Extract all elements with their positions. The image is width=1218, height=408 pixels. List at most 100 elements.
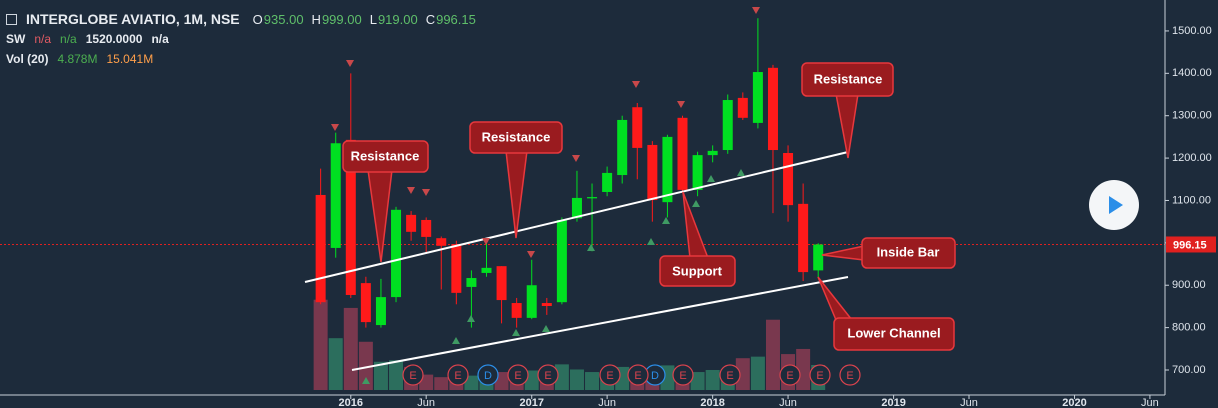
- volume-bar: [569, 369, 584, 390]
- event[interactable]: D: [477, 364, 499, 386]
- play-button[interactable]: [1089, 180, 1139, 230]
- marker: [422, 189, 430, 196]
- callout: Support: [659, 191, 736, 287]
- candle-body: [391, 209, 402, 298]
- callout: Resistance: [469, 121, 563, 239]
- event[interactable]: E: [627, 364, 649, 386]
- marker: [707, 175, 715, 182]
- indicator-row: SW n/a n/a 1520.0000 n/a: [6, 29, 476, 49]
- fractal-up-markers: [362, 169, 745, 384]
- candle-body: [481, 267, 492, 273]
- marker: [331, 124, 339, 131]
- event[interactable]: E: [839, 364, 861, 386]
- event-label: D: [651, 370, 659, 382]
- x-tick-label: 2016: [339, 397, 363, 408]
- event[interactable]: E: [507, 364, 529, 386]
- y-tick-label: 1200.00: [1172, 152, 1212, 164]
- event-label: D: [484, 370, 492, 382]
- event-label: E: [409, 370, 416, 382]
- callout-label: Inside Bar: [877, 244, 940, 259]
- candle-body: [632, 107, 643, 148]
- volume-bar: [554, 364, 569, 390]
- candle-body: [707, 150, 718, 156]
- ohlc-key: L: [369, 11, 377, 27]
- event[interactable]: E: [599, 364, 621, 386]
- event-label: E: [846, 370, 853, 382]
- ohlc-values: O935.00 H999.00 L919.00 C996.15: [253, 12, 476, 27]
- event[interactable]: E: [779, 364, 801, 386]
- event-label: E: [606, 370, 613, 382]
- callout-box: [659, 255, 736, 287]
- x-tick-label: 2020: [1062, 397, 1086, 408]
- marker: [512, 329, 520, 336]
- event-label: E: [454, 370, 461, 382]
- x-tick-label: 2018: [700, 397, 724, 408]
- candle-body: [541, 303, 552, 306]
- price-tag: [1166, 236, 1216, 253]
- candle-body: [496, 266, 507, 301]
- candle-body: [647, 144, 658, 201]
- legend-header: INTERGLOBE AVIATIO, 1M, NSE O935.00 H999.…: [6, 9, 476, 69]
- candle-body: [466, 278, 477, 287]
- candle-body: [375, 297, 386, 326]
- candle-body: [436, 238, 447, 246]
- event-label: E: [726, 370, 733, 382]
- event[interactable]: E: [402, 364, 424, 386]
- event-label: E: [514, 370, 521, 382]
- event[interactable]: E: [537, 364, 559, 386]
- marker: [572, 155, 580, 162]
- marker: [737, 169, 745, 176]
- candle-body: [662, 136, 673, 203]
- callout-label: Resistance: [351, 148, 420, 163]
- event[interactable]: E: [672, 364, 694, 386]
- candle-body: [587, 197, 598, 199]
- marker: [407, 187, 415, 194]
- x-tick-label: Jun: [779, 397, 797, 408]
- volume-bar: [690, 372, 705, 390]
- volume-bar: [765, 319, 780, 390]
- y-tick-label: 800.00: [1172, 322, 1206, 334]
- volume-bar: [735, 358, 750, 390]
- callout-label: Support: [672, 263, 722, 278]
- callout: Inside Bar: [821, 237, 956, 269]
- y-tick-label: 700.00: [1172, 364, 1206, 376]
- marker: [647, 238, 655, 245]
- indicator-name: SW: [6, 32, 26, 46]
- event[interactable]: E: [447, 364, 469, 386]
- y-tick-label: 1300.00: [1172, 110, 1212, 122]
- candle-body: [783, 152, 794, 206]
- marker: [692, 200, 700, 207]
- title-row: INTERGLOBE AVIATIO, 1M, NSE O935.00 H999.…: [6, 9, 476, 29]
- y-tick-label: 1400.00: [1172, 67, 1212, 79]
- indicator-value: 4.878M: [57, 52, 98, 66]
- candle-body: [556, 219, 567, 303]
- callout: Resistance: [801, 62, 894, 159]
- y-tick-label: 900.00: [1172, 279, 1206, 291]
- collapse-toggle[interactable]: [6, 13, 17, 25]
- event[interactable]: E: [719, 364, 741, 386]
- event-label: E: [816, 370, 823, 382]
- candle-body: [813, 244, 824, 271]
- callout-label: Lower Channel: [847, 325, 940, 340]
- volume-bar: [373, 361, 388, 390]
- candle-body: [345, 139, 356, 295]
- volume-bar: [750, 356, 765, 390]
- event-label: E: [679, 370, 686, 382]
- y-tick-label: 1100.00: [1172, 194, 1211, 206]
- callout-tail: [835, 93, 859, 159]
- event[interactable]: E: [809, 364, 831, 386]
- event-label: E: [786, 370, 793, 382]
- callout: Lower Channel: [817, 276, 955, 351]
- ohlc-key: O: [252, 11, 263, 27]
- callout-box: [801, 62, 894, 97]
- candle-body: [798, 203, 809, 273]
- marker: [752, 7, 760, 14]
- candle-body: [421, 219, 432, 237]
- candle-body: [511, 303, 522, 318]
- ohlc-value: 919.00: [377, 11, 418, 27]
- indicator-value: n/a: [60, 32, 77, 46]
- x-tick-label: 2019: [881, 397, 905, 408]
